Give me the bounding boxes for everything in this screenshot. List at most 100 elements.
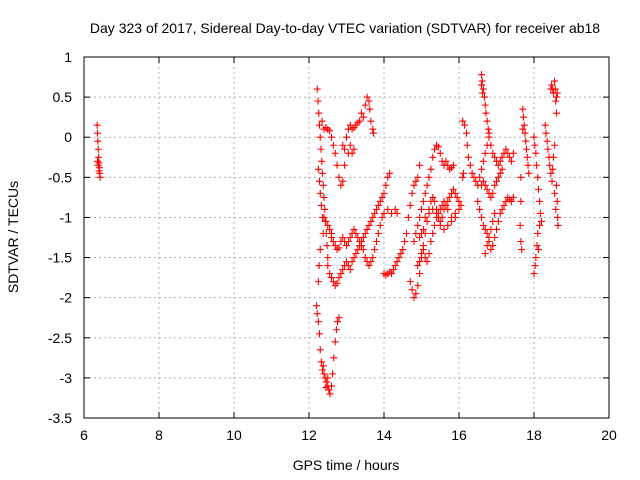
data-point <box>431 145 439 153</box>
data-point <box>530 270 538 278</box>
x-tick-labels: 6 8 10 12 14 16 18 20 <box>80 427 617 443</box>
data-point <box>350 145 358 153</box>
data-point <box>491 209 499 217</box>
data-point <box>478 77 486 85</box>
data-point <box>433 209 440 217</box>
data-point <box>320 193 328 201</box>
data-point <box>543 137 551 145</box>
data-point <box>414 262 422 270</box>
data-point <box>391 262 399 270</box>
data-point <box>337 270 345 278</box>
data-point <box>530 133 538 141</box>
data-point <box>352 229 360 237</box>
data-point <box>319 169 326 177</box>
data-point <box>459 117 467 125</box>
data-point <box>313 85 321 93</box>
x-tick-label: 18 <box>526 427 542 443</box>
data-point <box>489 189 497 197</box>
data-point <box>316 133 324 141</box>
data-point <box>455 205 463 213</box>
data-point <box>418 250 425 258</box>
data-point <box>500 201 508 209</box>
data-point <box>380 209 388 217</box>
data-point <box>371 209 379 217</box>
data-point <box>421 254 429 262</box>
data-point <box>519 105 527 113</box>
data-point <box>406 278 414 286</box>
data-point <box>468 169 476 177</box>
data-point <box>313 310 321 318</box>
axis-ticks <box>83 56 610 419</box>
data-point <box>431 221 439 229</box>
data-point <box>94 157 101 165</box>
data-point <box>554 221 562 229</box>
data-point <box>487 225 495 233</box>
x-tick-label: 16 <box>451 427 467 443</box>
data-point <box>337 181 345 189</box>
data-point <box>339 234 347 241</box>
data-point <box>553 109 560 117</box>
data-point <box>319 362 327 370</box>
data-point <box>314 97 322 105</box>
data-point <box>546 161 554 169</box>
data-point <box>373 238 380 246</box>
y-tick-label: 1 <box>64 49 72 65</box>
data-point <box>481 101 489 109</box>
data-point <box>481 93 488 101</box>
data-point <box>487 193 495 201</box>
data-point <box>343 133 350 141</box>
data-point <box>317 145 325 153</box>
data-point <box>551 189 559 197</box>
data-point <box>518 246 526 254</box>
data-point <box>483 117 491 125</box>
data-point <box>319 181 327 189</box>
x-tick-label: 10 <box>226 427 242 443</box>
data-point <box>366 105 374 113</box>
data-point <box>341 145 349 153</box>
data-point <box>348 149 356 157</box>
data-point <box>319 229 327 237</box>
data-point <box>464 153 472 161</box>
data-point <box>436 205 444 213</box>
data-point <box>459 173 467 181</box>
data-point <box>341 161 349 169</box>
data-point <box>508 157 515 165</box>
data-point <box>463 141 471 149</box>
data-point <box>412 177 420 185</box>
data-point <box>343 242 350 250</box>
data-point <box>542 129 550 137</box>
data-point <box>479 157 487 165</box>
data-point <box>334 318 341 326</box>
data-point <box>361 101 369 109</box>
data-point <box>318 157 326 165</box>
data-point <box>346 141 354 149</box>
data-point <box>493 177 500 185</box>
data-point <box>481 181 489 189</box>
data-point <box>322 217 330 225</box>
data-point <box>548 177 556 185</box>
data-point <box>324 262 332 270</box>
data-point <box>382 271 390 279</box>
y-axis-label: SDTVAR / TECUs <box>5 181 21 293</box>
data-point <box>316 189 324 197</box>
data-point <box>524 161 532 169</box>
data-point <box>410 294 418 302</box>
data-point <box>535 246 542 254</box>
data-point <box>517 197 525 205</box>
data-point <box>93 121 101 129</box>
data-point <box>386 169 394 177</box>
data-point <box>414 221 422 229</box>
data-point <box>448 217 455 225</box>
data-point <box>491 181 499 189</box>
data-point <box>431 197 439 205</box>
data-point <box>534 173 542 181</box>
data-point <box>314 318 322 326</box>
data-point <box>453 193 461 201</box>
data-point <box>423 217 431 225</box>
data-point <box>410 181 418 189</box>
data-point <box>314 278 322 286</box>
data-point <box>472 177 480 185</box>
data-point <box>328 382 335 390</box>
data-point <box>476 205 484 213</box>
